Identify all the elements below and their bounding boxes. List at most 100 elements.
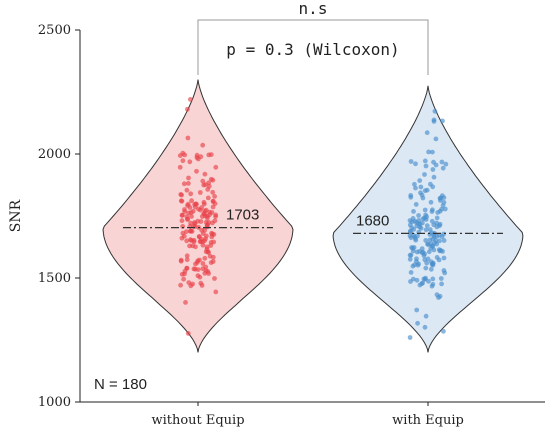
data-point xyxy=(184,238,190,244)
data-point xyxy=(208,243,214,248)
data-point xyxy=(414,307,420,313)
data-point xyxy=(439,281,444,287)
data-point xyxy=(411,209,416,214)
data-point xyxy=(183,300,188,305)
data-point xyxy=(208,152,214,158)
data-point xyxy=(420,280,425,286)
data-point xyxy=(205,215,210,221)
data-point xyxy=(412,218,418,224)
data-point xyxy=(408,159,414,164)
data-point xyxy=(440,203,446,208)
x-tick-label: with Equip xyxy=(392,413,464,428)
data-point xyxy=(203,207,209,213)
data-point xyxy=(181,181,187,187)
data-point xyxy=(423,265,429,271)
data-point xyxy=(422,172,427,177)
data-point xyxy=(184,187,190,193)
data-point xyxy=(408,193,414,198)
data-point xyxy=(407,252,413,258)
data-point xyxy=(420,195,426,201)
data-point xyxy=(437,232,442,238)
data-point xyxy=(185,217,190,222)
data-point xyxy=(183,229,189,235)
y-tick-label: 1500 xyxy=(38,271,71,286)
data-point xyxy=(191,266,197,272)
data-point xyxy=(210,204,216,210)
data-point xyxy=(440,118,445,124)
data-point xyxy=(414,277,420,283)
data-point xyxy=(407,218,413,223)
data-point xyxy=(210,189,216,195)
data-point xyxy=(208,176,214,182)
data-point xyxy=(423,238,429,243)
data-point xyxy=(204,222,210,228)
data-point xyxy=(188,220,194,226)
data-point xyxy=(431,119,437,124)
data-point xyxy=(423,313,429,319)
data-point xyxy=(440,165,446,171)
data-point xyxy=(178,258,184,264)
data-point xyxy=(407,335,413,340)
data-point xyxy=(434,215,440,221)
data-point xyxy=(188,191,194,197)
data-point xyxy=(417,178,423,184)
significance-label: n.s xyxy=(299,0,328,18)
data-point xyxy=(424,130,430,136)
y-tick-label: 2000 xyxy=(38,147,71,162)
data-point xyxy=(422,207,428,213)
data-point xyxy=(200,261,206,266)
data-point xyxy=(184,253,190,259)
data-point xyxy=(413,202,419,207)
violins-layer xyxy=(102,79,524,353)
data-point xyxy=(181,233,187,239)
data-point xyxy=(412,181,417,187)
points-layer xyxy=(177,97,449,340)
data-point xyxy=(407,233,413,239)
data-point xyxy=(184,257,190,263)
data-point xyxy=(413,161,418,167)
data-point xyxy=(211,232,217,237)
medians-layer: 1703 1680 xyxy=(123,207,503,234)
data-point xyxy=(189,198,195,204)
data-point xyxy=(416,213,421,218)
data-point xyxy=(442,206,448,212)
data-point xyxy=(189,214,194,219)
data-point xyxy=(424,223,430,229)
data-point xyxy=(194,152,200,158)
data-point xyxy=(187,159,193,165)
y-axis-title: SNR xyxy=(8,199,24,232)
data-point xyxy=(179,218,185,224)
data-point xyxy=(437,248,443,254)
data-point xyxy=(430,184,436,190)
x-tick-label: without Equip xyxy=(151,413,244,428)
x-ticks: without Equip with Equip xyxy=(151,402,464,428)
violin-without-equip xyxy=(102,79,294,353)
data-point xyxy=(415,233,420,239)
data-point xyxy=(418,184,424,190)
data-point xyxy=(205,195,211,201)
data-point xyxy=(426,149,431,155)
test-label: p = 0.3 (Wilcoxon) xyxy=(226,40,399,59)
n-label: N = 180 xyxy=(94,376,147,393)
y-tick-label: 2500 xyxy=(38,23,71,38)
data-point xyxy=(416,221,421,227)
data-point xyxy=(409,225,415,231)
data-point xyxy=(439,159,445,165)
data-point xyxy=(419,246,425,252)
data-point xyxy=(186,175,191,181)
data-point xyxy=(193,244,198,250)
data-point xyxy=(179,192,185,198)
data-point xyxy=(188,97,193,102)
data-point xyxy=(434,241,440,247)
data-point xyxy=(431,232,437,238)
data-point xyxy=(193,201,199,207)
data-point xyxy=(191,237,197,243)
data-point xyxy=(429,209,435,215)
data-point xyxy=(195,267,201,272)
data-point xyxy=(200,142,206,148)
data-point xyxy=(423,227,429,233)
data-point xyxy=(421,276,427,282)
data-point xyxy=(202,255,208,261)
data-point xyxy=(431,174,437,180)
data-point xyxy=(210,220,215,226)
